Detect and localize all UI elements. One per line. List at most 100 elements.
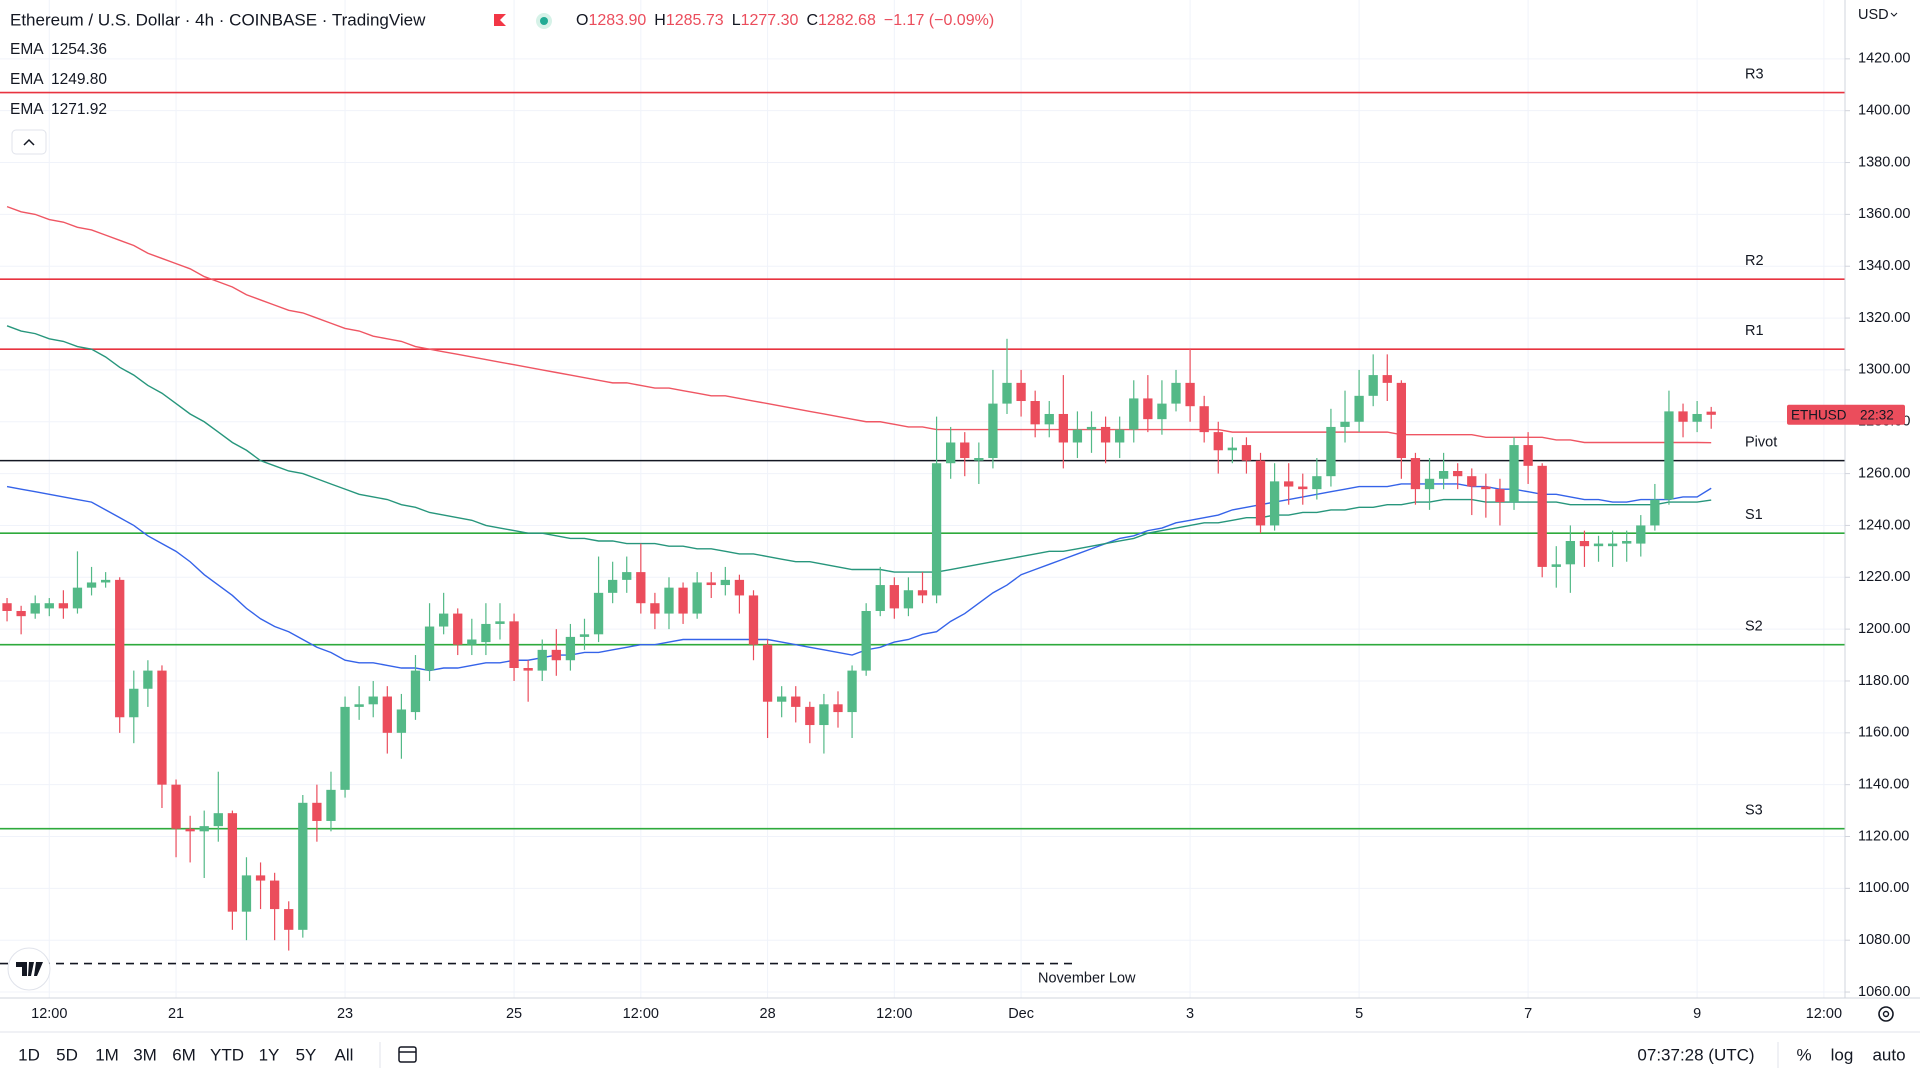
candle-body [1086,426,1097,430]
candle-body [1593,543,1604,547]
scale-option[interactable]: % [1796,1045,1811,1064]
range-button[interactable]: 6M [172,1045,196,1064]
candles [2,338,1716,951]
level-label: R2 [1745,253,1764,269]
y-tick-label: 1120.00 [1858,828,1909,844]
range-button[interactable]: YTD [210,1045,244,1064]
legend-name: EMA [10,101,44,118]
candle-body [1565,540,1576,565]
candle-body [1171,382,1181,404]
candle-body [762,644,773,702]
candle-body [1636,525,1646,544]
calendar-icon[interactable] [398,1046,417,1063]
candle-body [988,403,998,459]
ohlc-key: H [654,12,666,29]
candle-body [875,585,885,611]
y-tick-label: 1320.00 [1858,310,1910,326]
candle-body [692,582,702,614]
candle-body [467,639,477,645]
candle-body [678,587,688,614]
candle-body [1678,411,1688,422]
level-label: S1 [1745,507,1763,523]
candle-body [1692,413,1702,422]
legend-value: 1254.36 [51,41,107,58]
range-button[interactable]: 1Y [259,1045,280,1064]
candle-body [1298,486,1308,490]
candle-body [115,579,125,718]
range-button[interactable]: All [335,1045,354,1064]
collapse-button[interactable] [11,129,47,155]
x-tick-label: 21 [168,1006,184,1022]
scale-option[interactable]: log [1831,1045,1854,1064]
candle-body [171,784,181,829]
ohlc-key: C [806,12,818,29]
candle-body [241,875,252,912]
candle-body [284,909,294,930]
y-tick-label: 1360.00 [1858,206,1910,222]
collapse-chevron [23,138,35,146]
level-label: S3 [1745,803,1763,819]
candle-body [199,826,209,832]
candle-body [734,579,745,596]
price-tag-symbol: ETHUSD [1791,407,1847,422]
y-tick-label: 1400.00 [1858,103,1910,119]
candle-body [1143,398,1153,420]
scale-option[interactable]: auto [1872,1045,1905,1064]
ohlc-value: 1285.73 [666,12,724,29]
x-tick-label: 9 [1693,1006,1701,1022]
candle-body [1185,382,1195,407]
candle-body [974,458,984,461]
y-tick-label: 1200.00 [1858,621,1910,637]
candle-body [1481,486,1491,490]
range-button[interactable]: 3M [133,1045,157,1064]
candle-body [946,442,956,464]
ohlc-key: L [732,12,741,29]
candle-body [1016,382,1026,402]
candle-body [213,813,223,827]
x-tick-label: 23 [337,1006,353,1022]
level-label: R1 [1745,323,1764,339]
range-button[interactable]: 5Y [296,1045,317,1064]
candle-body [1072,429,1083,443]
candle-body [453,613,463,645]
candle-body [565,636,576,661]
candle-body [227,813,238,912]
y-tick-label: 1380.00 [1858,154,1910,170]
candle-body [1354,395,1364,422]
candle-body [326,789,336,821]
candle-body [438,613,449,627]
candle-body [396,709,407,733]
candle-body [2,603,12,611]
candle-body [1622,540,1632,544]
candle-body [1058,413,1068,443]
ohlc-change: −1.17 (−0.09%) [884,12,994,29]
currency[interactable]: USD [1858,7,1889,23]
candle-body [185,828,195,832]
candle-body [410,670,421,713]
candle-body [58,603,69,609]
candle-body [86,582,97,588]
x-tick-label: Dec [1008,1006,1034,1022]
candle-body [1650,499,1660,526]
range-button[interactable]: 1M [95,1045,119,1064]
range-button[interactable]: 1D [18,1045,40,1064]
levels: R3 R2 R1 Pivot S1 S2 S3 November Low [0,66,1845,986]
tv-logo[interactable] [7,947,51,991]
ema-line [6,325,1712,573]
candle-body [1157,403,1167,420]
candle-body [720,579,730,586]
calendar-box [398,1046,417,1063]
settings-icon[interactable] [1878,1006,1894,1022]
candle-body [424,626,435,671]
axes: USD 1060.00 1080.00 1100.00 1120.00 1140.00 1… [0,0,1920,1033]
x-tick-label: 12:00 [623,1006,659,1022]
candle-body [1129,398,1139,430]
range-button[interactable]: 5D [56,1045,78,1064]
candle-body [30,603,40,614]
candle-body [748,595,759,645]
x-tick-label: 12:00 [31,1006,67,1022]
candle-body [593,592,604,635]
candle-body [861,610,871,671]
